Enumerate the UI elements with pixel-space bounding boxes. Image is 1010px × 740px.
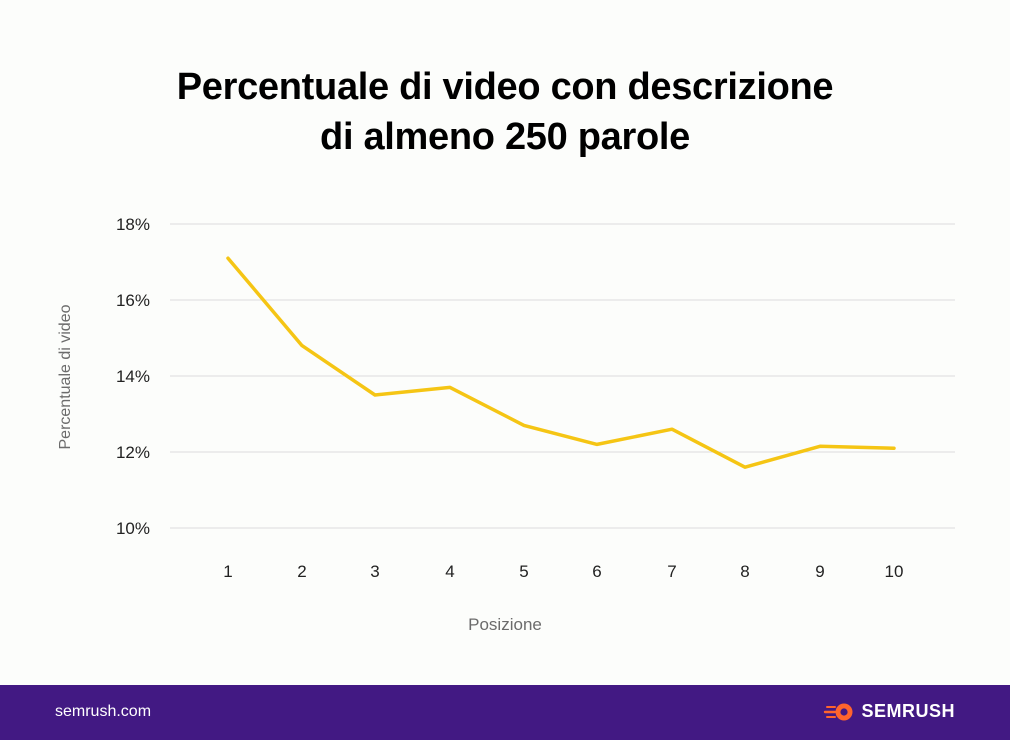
semrush-flame-icon — [824, 703, 853, 720]
y-tick-label-18: 18% — [116, 215, 150, 234]
chart-title-line-1: Percentuale di video con descrizione — [176, 66, 834, 108]
brand-logo: SEMRUSH — [823, 701, 955, 722]
x-tick-label-1: 1 — [223, 562, 232, 581]
y-tick-label-16: 16% — [116, 291, 150, 310]
x-tick-label-2: 2 — [297, 562, 306, 581]
y-tick-label-12: 12% — [116, 443, 150, 462]
y-tick-label-10: 10% — [116, 519, 150, 538]
footer-bar: semrush.com SEMRUSH — [0, 685, 1010, 740]
y-axis-title: Percentuale di video — [57, 304, 74, 449]
x-tick-label-5: 5 — [519, 562, 528, 581]
line-chart: 10% 12% 14% 16% 18% 1 2 3 4 5 6 7 8 9 10 Posizione Perce… — [57, 215, 955, 634]
brand-name: SEMRUSH — [861, 701, 955, 721]
x-tick-label-8: 8 — [740, 562, 749, 581]
x-tick-label-7: 7 — [667, 562, 676, 581]
chart-title-line-2: di almeno 250 parole — [320, 116, 690, 158]
x-tick-label-10: 10 — [885, 562, 904, 581]
x-tick-label-9: 9 — [815, 562, 824, 581]
x-tick-label-4: 4 — [445, 562, 454, 581]
series-line — [226, 256, 896, 469]
y-tick-label-14: 14% — [116, 367, 150, 386]
footer-url[interactable]: semrush.com — [55, 703, 152, 720]
chart-title: Percentuale di video con descrizione di … — [0, 62, 1010, 162]
x-tick-label-6: 6 — [592, 562, 601, 581]
x-axis-title: Posizione — [468, 615, 542, 634]
x-tick-label-3: 3 — [370, 562, 379, 581]
